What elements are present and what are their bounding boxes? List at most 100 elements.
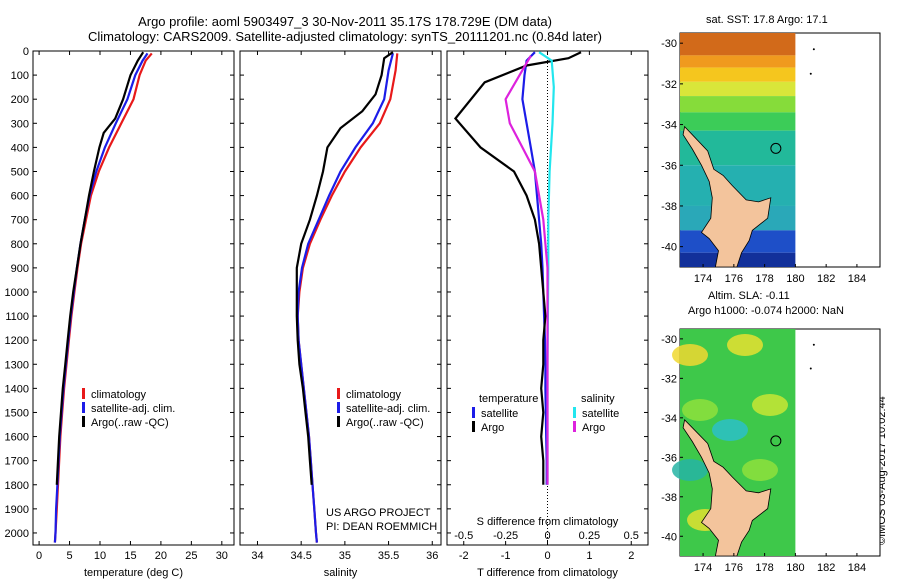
island-dot <box>812 343 815 346</box>
project-annotation: PI: DEAN ROEMMICH <box>326 521 437 533</box>
map-x-tick-label: 180 <box>786 562 804 574</box>
sst-band <box>680 33 796 56</box>
panel-frame <box>239 50 442 546</box>
sla-anomaly-blob <box>672 459 708 481</box>
legend-marker <box>472 421 475 432</box>
map-x-tick-label: 182 <box>817 562 835 574</box>
legend-marker <box>337 416 340 427</box>
sst-label: sat. SST: 17.8 Argo: 17.1 <box>706 14 828 26</box>
sla-anomaly-blob <box>742 459 778 481</box>
series-line-satellite-adj-clim- <box>53 52 149 543</box>
map-y-tick-label: -40 <box>661 531 677 543</box>
x-axis-label: salinity <box>324 567 358 579</box>
series-line-argo-raw-qc- <box>55 51 145 485</box>
y-tick-label: 1000 <box>5 287 29 299</box>
sla-anomaly-blob <box>727 334 763 356</box>
series-line-t-argo <box>453 51 582 485</box>
map-x-tick-label: 178 <box>755 273 773 285</box>
legend-marker <box>82 416 85 427</box>
series-line-t-satellite <box>521 51 548 485</box>
legend-entry: Argo(..raw -QC) <box>91 417 169 429</box>
map-y-tick-label: -34 <box>661 120 677 132</box>
x-tick-label: 20 <box>155 550 167 562</box>
legend-entry: satellite <box>582 408 619 420</box>
y-tick-label: 1500 <box>5 407 29 419</box>
map-y-tick-label: -30 <box>661 38 677 50</box>
map-y-tick-label: -36 <box>661 452 677 464</box>
series-line-argo-raw-qc- <box>295 51 394 485</box>
height-label: Argo h1000: -0.074 h2000: NaN <box>688 305 844 317</box>
map-x-tick-label: 174 <box>694 562 712 574</box>
y-tick-label: 100 <box>11 70 29 82</box>
float-marker <box>770 142 782 154</box>
legend-entry: climatology <box>91 389 147 401</box>
map-x-tick-label: 182 <box>817 273 835 285</box>
x-tick-label: 10 <box>94 550 106 562</box>
x-tick-label: -1 <box>501 550 511 562</box>
x-tick-label: 0 <box>544 550 550 562</box>
sst-band <box>680 112 796 131</box>
map-y-tick-label: -34 <box>661 413 677 425</box>
legend-marker <box>337 388 340 399</box>
legend-entry: climatology <box>346 389 402 401</box>
land-polygon <box>682 125 772 268</box>
legend-marker <box>472 407 475 418</box>
x-tick-label: 2 <box>628 550 634 562</box>
sst-band <box>680 67 796 82</box>
map-x-tick-label: 176 <box>725 273 743 285</box>
map-y-tick-label: -32 <box>661 79 677 91</box>
x-axis-label: T difference from climatology <box>477 567 618 579</box>
map-x-tick-label: 174 <box>694 273 712 285</box>
y-tick-label: 1100 <box>5 311 29 323</box>
series-line-s-argo <box>504 55 549 485</box>
island-dot <box>812 48 815 51</box>
sla-anomaly-blob <box>752 394 788 416</box>
series-line-climatology <box>296 53 399 543</box>
sla-anomaly-blob <box>712 419 748 441</box>
legend-marker <box>337 402 340 413</box>
sst-band <box>680 81 796 97</box>
salinity-tick-label: 0 <box>544 530 550 542</box>
panel-salinity: 34 34.5 35 35.5 36 salinity climatology satelli… <box>239 50 442 579</box>
project-annotation: US ARGO PROJECT <box>326 507 431 519</box>
panel-temperature: 0100200300400500600700800900100011001200… <box>5 46 235 579</box>
sst-band <box>680 55 796 68</box>
sla-anomaly-blob <box>672 344 708 366</box>
panel-frame <box>32 50 235 546</box>
y-tick-label: 1300 <box>5 359 29 371</box>
map-y-tick-label: -38 <box>661 492 677 504</box>
salinity-tick-label: -0.25 <box>493 530 518 542</box>
y-tick-label: 1700 <box>5 456 29 468</box>
sst-band <box>680 96 796 113</box>
salinity-tick-label: -0.5 <box>454 530 473 542</box>
legend-entry: Argo <box>582 422 605 434</box>
x-tick-label: -2 <box>459 550 469 562</box>
y-tick-label: 300 <box>11 118 29 130</box>
y-tick-label: 1200 <box>5 335 29 347</box>
legend-entry: Argo(..raw -QC) <box>346 417 424 429</box>
legend-entry: satellite-adj. clim. <box>346 403 430 415</box>
salinity-tick-label: 0.25 <box>579 530 600 542</box>
island-dot <box>809 367 812 370</box>
map-y-tick-label: -30 <box>661 334 677 346</box>
map-y-tick-label: -38 <box>661 201 677 213</box>
map-x-tick-label: 178 <box>755 562 773 574</box>
x-tick-label: 35 <box>339 550 351 562</box>
x-tick-label: 35.5 <box>378 550 399 562</box>
series-line-climatology <box>53 52 153 543</box>
y-tick-label: 1600 <box>5 432 29 444</box>
x-tick-label: 0 <box>36 550 42 562</box>
legend-marker <box>82 388 85 399</box>
float-marker <box>770 435 782 447</box>
sla-label: Altim. SLA: -0.11 <box>708 290 790 302</box>
legend-entry: satellite <box>481 408 518 420</box>
legend-head-salinity: salinity <box>581 393 615 405</box>
y-tick-label: 0 <box>23 46 29 58</box>
salinity-tick-label: 0.5 <box>624 530 639 542</box>
legend-entry: satellite-adj. clim. <box>91 403 175 415</box>
land-polygon <box>682 418 772 557</box>
y-tick-label: 600 <box>11 191 29 203</box>
map-y-tick-label: -40 <box>661 242 677 254</box>
y-tick-label: 900 <box>11 263 29 275</box>
y-tick-label: 500 <box>11 166 29 178</box>
